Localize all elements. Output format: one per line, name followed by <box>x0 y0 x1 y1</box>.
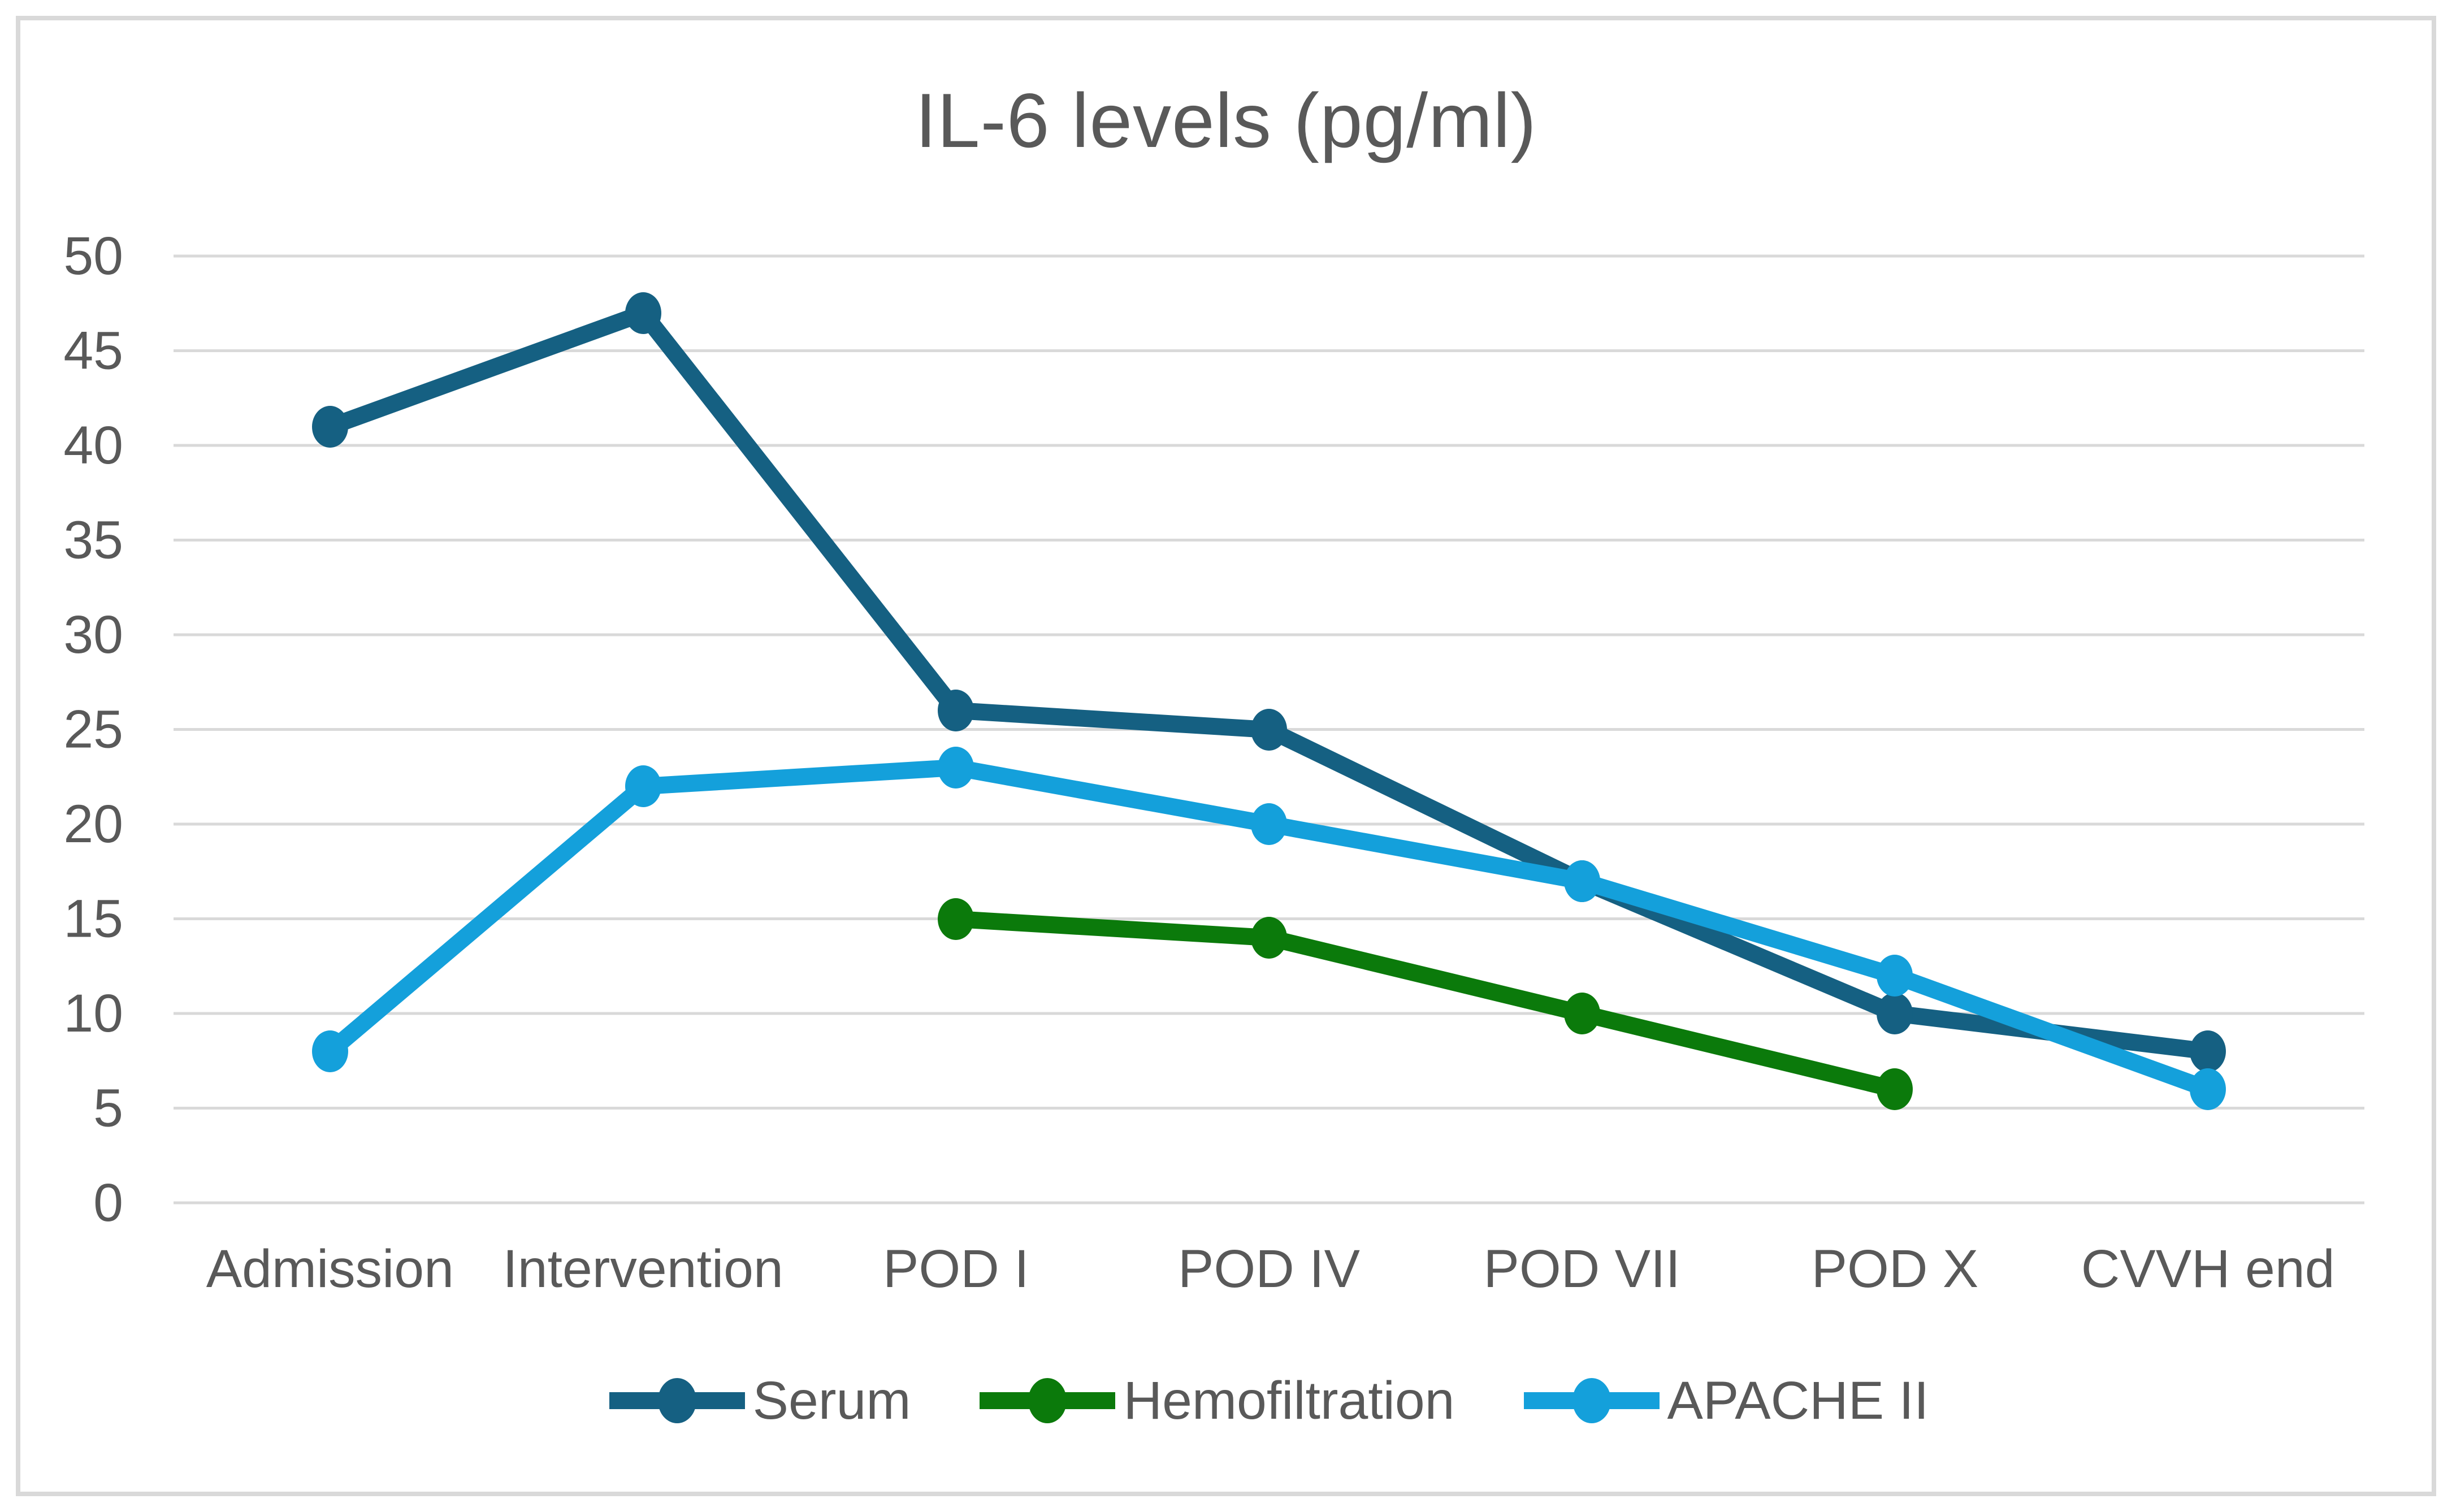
series-line-hemofiltration <box>947 911 1903 1098</box>
y-tick-label-25: 25 <box>63 700 123 760</box>
data-point-serum-cvvh-end <box>2190 1030 2226 1072</box>
chart-frame <box>16 16 2436 1496</box>
data-point-serum-intervention <box>625 292 661 334</box>
data-point-hemofiltration-pod-vii <box>1564 993 1600 1034</box>
data-point-serum-pod-iv <box>1251 709 1287 751</box>
data-point-hemofiltration-pod-x <box>1877 1068 1913 1110</box>
y-tick-label-10: 10 <box>63 984 123 1043</box>
y-tick-label-5: 5 <box>93 1078 123 1138</box>
y-tick-label-0: 0 <box>93 1173 123 1233</box>
data-point-serum-pod-x <box>1877 993 1913 1034</box>
legend-label: Hemofiltration <box>1123 1370 1455 1431</box>
y-tick-label-35: 35 <box>63 510 123 570</box>
legend-label: Serum <box>752 1370 911 1431</box>
data-point-serum-admission <box>312 406 348 448</box>
data-point-apache-ii-pod-vii <box>1564 860 1600 902</box>
series-hemofiltration <box>938 898 1913 1110</box>
series-serum <box>312 292 2226 1072</box>
x-axis-label-pod-i: POD I <box>883 1239 1029 1299</box>
data-point-serum-pod-i <box>938 690 974 731</box>
data-point-apache-ii-admission <box>312 1030 348 1072</box>
x-axis-label-pod-x: POD X <box>1812 1239 1979 1299</box>
legend-item-hemofiltration: Hemofiltration <box>980 1370 1455 1432</box>
legend-marker-icon <box>1523 1378 1660 1423</box>
legend-marker-icon <box>980 1378 1116 1423</box>
y-tick-label-20: 20 <box>63 794 123 854</box>
series-apache-ii <box>312 747 2226 1110</box>
data-point-hemofiltration-pod-i <box>938 898 974 940</box>
x-axis-label-cvvh-end: CVVH end <box>2081 1239 2335 1299</box>
legend-marker-icon <box>609 1378 745 1423</box>
x-axis-label-admission: Admission <box>206 1239 454 1299</box>
data-point-apache-ii-cvvh-end <box>2190 1068 2226 1110</box>
legend-label: APACHE II <box>1667 1370 1929 1431</box>
chart-title: IL-6 levels (pg/ml) <box>915 77 1537 163</box>
x-axis-label-intervention: Intervention <box>502 1239 783 1299</box>
y-tick-label-40: 40 <box>63 415 123 475</box>
data-point-apache-ii-pod-i <box>938 747 974 789</box>
y-tick-label-45: 45 <box>63 321 123 381</box>
data-point-apache-ii-pod-x <box>1877 955 1913 997</box>
data-point-hemofiltration-pod-iv <box>1251 917 1287 959</box>
legend-item-apache-ii: APACHE II <box>1523 1370 1929 1432</box>
x-axis-label-pod-iv: POD IV <box>1178 1239 1360 1299</box>
y-tick-label-50: 50 <box>63 226 123 286</box>
legend: Serum Hemofiltration APACHE II <box>174 1361 2364 1440</box>
y-tick-label-15: 15 <box>63 889 123 949</box>
data-point-apache-ii-intervention <box>625 765 661 807</box>
legend-item-serum: Serum <box>609 1370 911 1432</box>
x-axis-label-pod-vii: POD VII <box>1484 1239 1680 1299</box>
data-point-apache-ii-pod-iv <box>1251 803 1287 845</box>
y-tick-label-30: 30 <box>63 605 123 665</box>
